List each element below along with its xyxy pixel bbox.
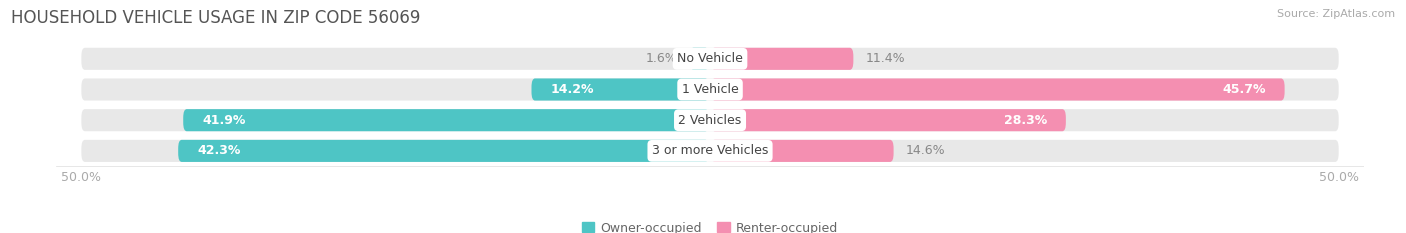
- Text: 3 or more Vehicles: 3 or more Vehicles: [652, 144, 768, 157]
- FancyBboxPatch shape: [82, 140, 1339, 162]
- FancyBboxPatch shape: [711, 109, 1066, 131]
- FancyBboxPatch shape: [711, 48, 853, 70]
- Text: 45.7%: 45.7%: [1222, 83, 1265, 96]
- FancyBboxPatch shape: [183, 109, 709, 131]
- Text: 42.3%: 42.3%: [197, 144, 240, 157]
- FancyBboxPatch shape: [711, 79, 1285, 101]
- FancyBboxPatch shape: [711, 140, 894, 162]
- Legend: Owner-occupied, Renter-occupied: Owner-occupied, Renter-occupied: [576, 216, 844, 233]
- Text: 1.6%: 1.6%: [645, 52, 678, 65]
- Text: 11.4%: 11.4%: [866, 52, 905, 65]
- FancyBboxPatch shape: [179, 140, 709, 162]
- Text: Source: ZipAtlas.com: Source: ZipAtlas.com: [1277, 9, 1395, 19]
- FancyBboxPatch shape: [690, 48, 709, 70]
- Text: 14.2%: 14.2%: [550, 83, 593, 96]
- FancyBboxPatch shape: [82, 79, 1339, 101]
- Text: 1 Vehicle: 1 Vehicle: [682, 83, 738, 96]
- Text: HOUSEHOLD VEHICLE USAGE IN ZIP CODE 56069: HOUSEHOLD VEHICLE USAGE IN ZIP CODE 5606…: [11, 9, 420, 27]
- Text: 2 Vehicles: 2 Vehicles: [679, 114, 741, 127]
- Text: 14.6%: 14.6%: [905, 144, 946, 157]
- FancyBboxPatch shape: [531, 79, 709, 101]
- FancyBboxPatch shape: [82, 109, 1339, 131]
- Text: 28.3%: 28.3%: [1004, 114, 1047, 127]
- Text: 41.9%: 41.9%: [202, 114, 246, 127]
- Text: No Vehicle: No Vehicle: [678, 52, 742, 65]
- FancyBboxPatch shape: [82, 48, 1339, 70]
